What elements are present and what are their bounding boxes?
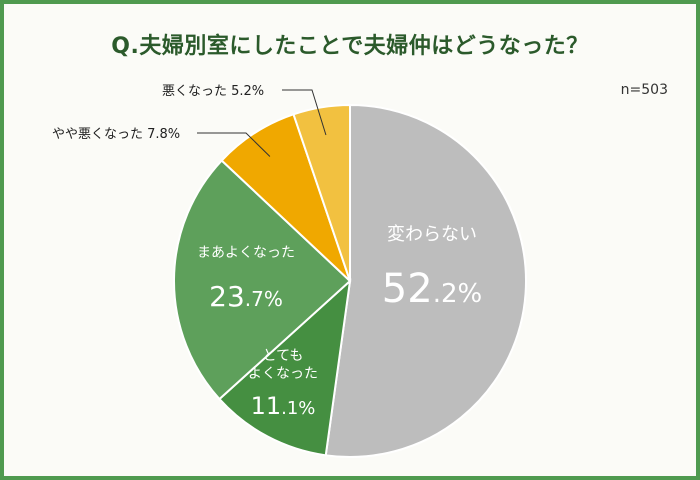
sample-size: n=503 (620, 82, 668, 98)
pie-slice-2 (173, 159, 352, 401)
leader-line-4 (282, 89, 327, 136)
pie-slice-4 (292, 103, 351, 282)
chart-title: Q.夫婦別室にしたことで夫婦仲はどうなった？ (111, 34, 589, 59)
slice-label-0: 変わらない (387, 224, 477, 245)
slice-label-2: まあよくなった (197, 245, 295, 261)
slice-value-1: 11.1% (251, 392, 316, 420)
pie-slice-1 (218, 278, 352, 457)
slice-label-1: とてもよくなった (248, 348, 318, 382)
slice-label-3: やや悪くなった 7.8% (52, 127, 180, 142)
slice-label-4: 悪くなった 5.2% (162, 84, 264, 99)
slice-value-0: 52.2% (382, 266, 482, 312)
slice-value-2: 23.7% (209, 280, 283, 313)
leader-line-3 (197, 132, 271, 157)
pie-slice-0 (324, 103, 527, 458)
